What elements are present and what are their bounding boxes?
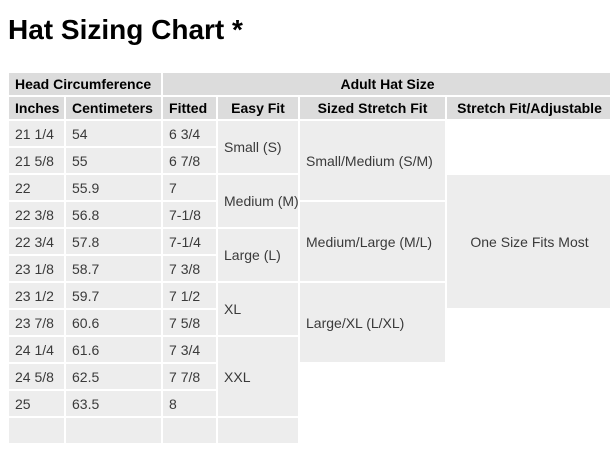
table-cell: Large/XL (L/XL) bbox=[300, 283, 446, 362]
table-cell: Medium (M) bbox=[218, 175, 299, 227]
table-cell: Small (S) bbox=[218, 121, 299, 173]
group-header-adult-hat-size: Adult Hat Size bbox=[163, 73, 610, 95]
col-header-easy-fit: Easy Fit bbox=[218, 97, 299, 119]
table-cell: Medium/Large (M/L) bbox=[300, 202, 446, 281]
table-cell: 6 7/8 bbox=[163, 148, 217, 173]
table-cell: XL bbox=[218, 283, 299, 335]
page-title: Hat Sizing Chart * bbox=[8, 14, 243, 45]
col-header-stretch-fit-adjustable: Stretch Fit/Adjustable bbox=[447, 97, 610, 119]
table-cell: 23 1/2 bbox=[9, 283, 64, 308]
table-cell: 55 bbox=[66, 148, 162, 173]
table-cell bbox=[9, 418, 64, 443]
table-cell: 60.6 bbox=[66, 310, 162, 335]
table-cell: 21 1/4 bbox=[9, 121, 64, 146]
col-header-centimeters: Centimeters bbox=[66, 97, 162, 119]
header-row: Inches Centimeters Fitted Easy Fit Sized Str… bbox=[9, 97, 610, 119]
table-cell bbox=[163, 418, 217, 443]
table-cell: 8 bbox=[163, 391, 217, 416]
table-cell: 7-1/4 bbox=[163, 229, 217, 254]
table-row: 24 1/4 61.6 7 3/4 XXL bbox=[9, 337, 610, 416]
empty-cell bbox=[447, 310, 610, 443]
col-header-sized-stretch-fit: Sized Stretch Fit bbox=[300, 97, 446, 119]
table-row: 23 1/8 58.7 7 3/8 bbox=[9, 256, 610, 281]
table-cell: One Size Fits Most bbox=[447, 175, 610, 308]
empty-cell bbox=[300, 364, 446, 443]
table-row: 22 3/8 56.8 7-1/8 Medium/Large (M/L) bbox=[9, 202, 610, 281]
table-cell: 54 bbox=[66, 121, 162, 146]
table-cell: 23 1/8 bbox=[9, 256, 64, 281]
table-cell: 22 bbox=[9, 175, 64, 200]
table-row: 23 1/2 59.7 7 1/2 XL Large/XL (L/XL) bbox=[9, 283, 610, 362]
table-cell: Small/Medium (S/M) bbox=[300, 121, 446, 200]
table-cell bbox=[66, 418, 162, 443]
table-row: 25 63.5 8 bbox=[9, 391, 610, 416]
table-cell: 25 bbox=[9, 391, 64, 416]
page: Hat Sizing Chart * Head Circumference Adu… bbox=[7, 14, 610, 445]
col-header-fitted: Fitted bbox=[163, 97, 217, 119]
table-cell: 6 3/4 bbox=[163, 121, 217, 146]
table-cell: 23 7/8 bbox=[9, 310, 64, 335]
col-header-inches: Inches bbox=[9, 97, 64, 119]
table-cell: 7 3/4 bbox=[163, 337, 217, 362]
table-cell: 21 5/8 bbox=[9, 148, 64, 173]
table-cell: 24 1/4 bbox=[9, 337, 64, 362]
table-cell: 63.5 bbox=[66, 391, 162, 416]
table-cell: 56.8 bbox=[66, 202, 162, 227]
table-cell: 55.9 bbox=[66, 175, 162, 200]
table-body: 21 1/4 54 6 3/4 Small (S) Small/Medium (S/M)… bbox=[9, 121, 610, 443]
table-cell: 57.8 bbox=[66, 229, 162, 254]
table-cell: 62.5 bbox=[66, 364, 162, 389]
table-cell: XXL bbox=[218, 337, 299, 416]
table-cell: 59.7 bbox=[66, 283, 162, 308]
table-row: 22 55.9 7 Medium (M) One Size Fits Most bbox=[9, 175, 610, 308]
table-row: 24 5/8 62.5 7 7/8 bbox=[9, 364, 610, 443]
table-cell: 22 3/4 bbox=[9, 229, 64, 254]
table-row: 23 7/8 60.6 7 5/8 bbox=[9, 310, 610, 443]
table-cell: 7 3/8 bbox=[163, 256, 217, 281]
table-row: 22 3/4 57.8 7-1/4 Large (L) bbox=[9, 229, 610, 281]
empty-cell bbox=[447, 121, 610, 173]
table-cell: 24 5/8 bbox=[9, 364, 64, 389]
table-cell: 7-1/8 bbox=[163, 202, 217, 227]
table-cell: 7 7/8 bbox=[163, 364, 217, 389]
table-cell: 7 5/8 bbox=[163, 310, 217, 335]
hat-sizing-table: Head Circumference Adult Hat Size Inches Ce… bbox=[7, 71, 610, 445]
table-cell: 22 3/8 bbox=[9, 202, 64, 227]
table-row bbox=[9, 418, 610, 443]
table-cell: Large (L) bbox=[218, 229, 299, 281]
header-row: Head Circumference Adult Hat Size bbox=[9, 73, 610, 95]
table-head: Head Circumference Adult Hat Size Inches Ce… bbox=[9, 73, 610, 119]
table-cell: 7 1/2 bbox=[163, 283, 217, 308]
table-row: 21 1/4 54 6 3/4 Small (S) Small/Medium (S/M) bbox=[9, 121, 610, 200]
group-header-head-circumference: Head Circumference bbox=[9, 73, 162, 95]
table-cell: 58.7 bbox=[66, 256, 162, 281]
table-row: 21 5/8 55 6 7/8 bbox=[9, 148, 610, 173]
table-cell: 61.6 bbox=[66, 337, 162, 362]
table-cell bbox=[218, 418, 299, 443]
table-cell: 7 bbox=[163, 175, 217, 200]
